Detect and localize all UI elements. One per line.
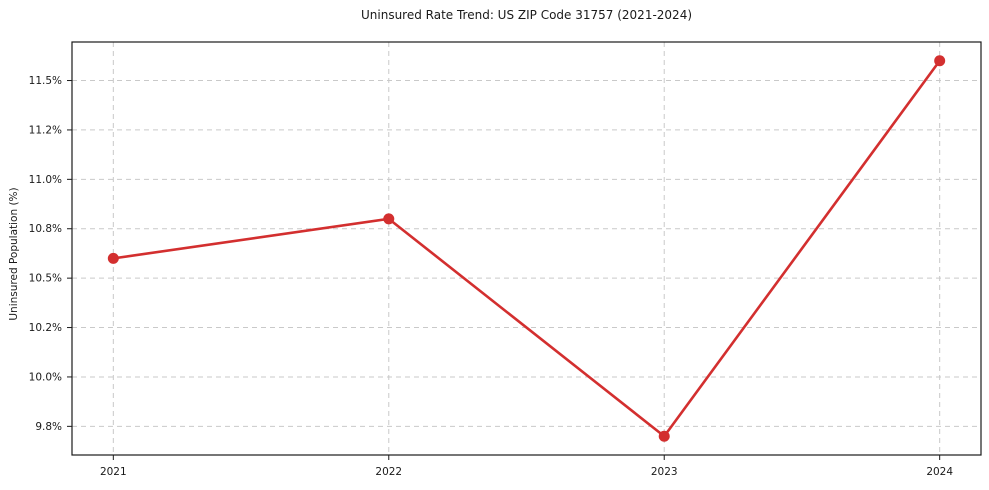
y-tick-label: 10.2% [29, 322, 62, 334]
x-tick-label: 2021 [100, 466, 127, 478]
data-point [383, 213, 395, 225]
plot-border [71, 41, 982, 456]
y-tick-label: 10.5% [29, 273, 62, 285]
y-tick-label: 11.0% [29, 174, 62, 186]
y-tick-label: 10.8% [29, 223, 62, 235]
y-tick-label: 10.0% [29, 371, 62, 383]
y-tick-label: 11.5% [29, 75, 62, 87]
data-point [934, 55, 946, 67]
x-tick-label: 2023 [651, 466, 678, 478]
trend-line [112, 59, 941, 438]
y-axis-label-text: Uninsured Population (%) [8, 187, 20, 321]
x-tick-label: 2024 [926, 466, 953, 478]
data-point [658, 430, 670, 442]
chart-title: Uninsured Rate Trend: US ZIP Code 31757 … [360, 8, 693, 22]
y-tick-label: 11.2% [29, 124, 62, 136]
data-point [107, 252, 119, 264]
x-tick-label: 2022 [375, 466, 402, 478]
y-tick-label: 9.8% [35, 421, 62, 433]
